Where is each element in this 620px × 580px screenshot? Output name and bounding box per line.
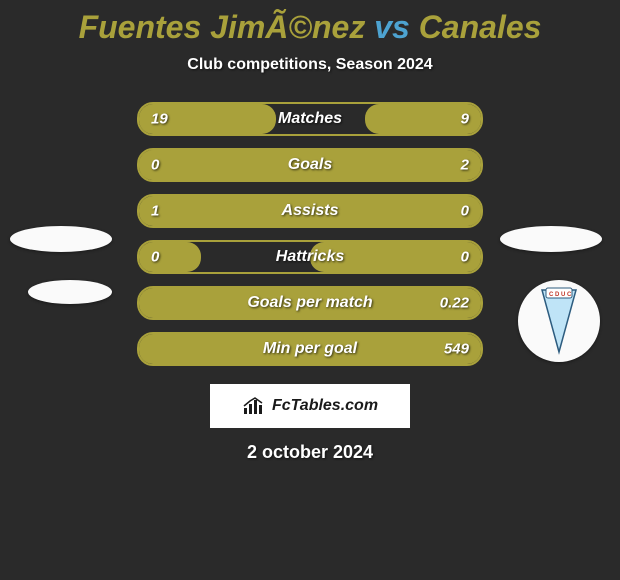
- svg-text:C: C: [567, 292, 572, 298]
- stat-value-right: 0.22: [440, 295, 469, 312]
- stat-fill-left: [139, 242, 201, 272]
- stat-label: Goals per match: [247, 294, 372, 312]
- stat-fill-right: [419, 196, 481, 226]
- stat-label: Assists: [282, 202, 339, 220]
- stat-value-right: 549: [444, 341, 469, 358]
- stat-value-right: 0: [461, 249, 469, 266]
- stat-value-left: 0: [151, 249, 159, 266]
- stat-row: 549 Min per goal: [137, 332, 483, 366]
- title-player-1: Fuentes JimÃ©nez: [79, 9, 366, 45]
- stat-value-left: 19: [151, 111, 168, 128]
- subtitle: Club competitions, Season 2024: [0, 56, 620, 74]
- stat-value-left: 1: [151, 203, 159, 220]
- stat-value-right: 2: [461, 157, 469, 174]
- brand-text: FcTables.com: [272, 397, 378, 415]
- brand-box[interactable]: FcTables.com: [210, 384, 410, 428]
- title-vs: vs: [365, 9, 418, 45]
- stat-value-right: 0: [461, 203, 469, 220]
- stat-label: Goals: [288, 156, 332, 174]
- player-2-avatar-placeholder: [500, 226, 602, 252]
- svg-text:C: C: [549, 292, 554, 298]
- comparison-card: Fuentes JimÃ©nez vs Canales Club competi…: [0, 0, 620, 580]
- stat-row: 1 0 Assists: [137, 194, 483, 228]
- stat-value-left: 0: [151, 157, 159, 174]
- page-title: Fuentes JimÃ©nez vs Canales: [0, 0, 620, 46]
- stat-label: Min per goal: [263, 340, 357, 358]
- club-pennant-icon: C D U C: [532, 286, 586, 356]
- brand-chart-icon: [242, 396, 266, 416]
- svg-text:D: D: [555, 292, 560, 298]
- stat-row: 19 9 Matches: [137, 102, 483, 136]
- player-2-club-badge: C D U C: [518, 280, 600, 362]
- title-player-2: Canales: [419, 9, 542, 45]
- stat-label: Hattricks: [276, 248, 344, 266]
- stat-row: 0 0 Hattricks: [137, 240, 483, 274]
- chart-area: C D U C 19 9 Matches 0 2 Goals 1 0 Assists 0 0 Hatt…: [0, 102, 620, 366]
- date-label: 2 october 2024: [0, 442, 620, 463]
- stat-rows: 19 9 Matches 0 2 Goals 1 0 Assists 0 0 Hattricks 0.2…: [137, 102, 483, 366]
- stat-label: Matches: [278, 110, 342, 128]
- stat-row: 0 2 Goals: [137, 148, 483, 182]
- stat-value-right: 9: [461, 111, 469, 128]
- player-1-avatar-placeholder: [10, 226, 112, 252]
- player-1-club-placeholder: [28, 280, 112, 304]
- stat-row: 0.22 Goals per match: [137, 286, 483, 320]
- svg-text:U: U: [561, 292, 565, 298]
